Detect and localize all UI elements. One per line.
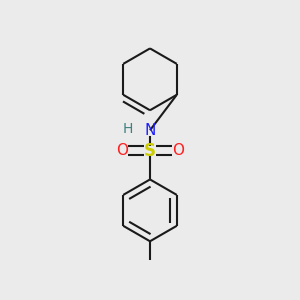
Text: S: S xyxy=(144,142,156,160)
Text: O: O xyxy=(172,143,184,158)
Text: H: H xyxy=(123,122,133,136)
Text: O: O xyxy=(116,143,128,158)
Text: N: N xyxy=(144,123,156,138)
